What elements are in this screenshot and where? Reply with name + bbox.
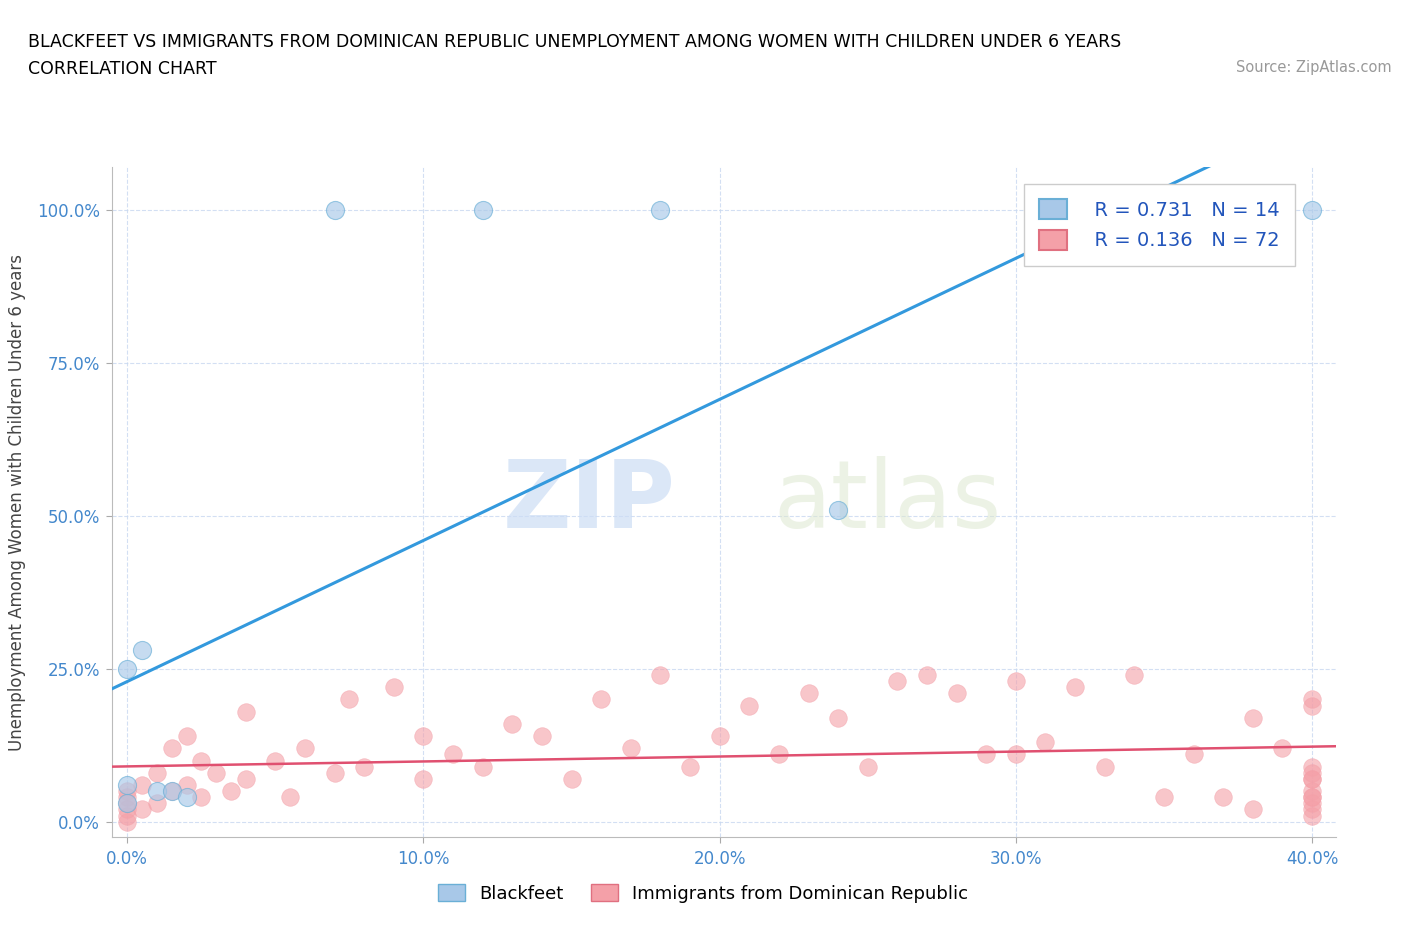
Point [1301,765,1323,780]
Point [1241,711,1264,725]
Point [1212,790,1234,804]
Point [146,796,169,811]
Point [1064,680,1087,695]
Point [117,777,139,792]
Point [323,203,346,218]
Point [1153,790,1175,804]
Point [264,753,287,768]
Point [160,784,183,799]
Point [561,772,583,787]
Y-axis label: Unemployment Among Women with Children Under 6 years: Unemployment Among Women with Children U… [8,254,25,751]
Point [945,685,967,700]
Point [738,698,761,713]
Point [915,668,938,683]
Text: CORRELATION CHART: CORRELATION CHART [28,60,217,78]
Legend:   R = 0.731   N = 14,   R = 0.136   N = 72: R = 0.731 N = 14, R = 0.136 N = 72 [1024,184,1295,266]
Point [176,777,198,792]
Point [471,759,494,774]
Point [768,747,790,762]
Point [160,741,183,756]
Point [412,772,434,787]
Point [117,661,139,676]
Point [339,692,361,707]
Point [131,777,153,792]
Point [1301,698,1323,713]
Text: BLACKFEET VS IMMIGRANTS FROM DOMINICAN REPUBLIC UNEMPLOYMENT AMONG WOMEN WITH CH: BLACKFEET VS IMMIGRANTS FROM DOMINICAN R… [28,33,1122,50]
Point [1004,747,1026,762]
Point [1301,796,1323,811]
Point [650,668,672,683]
Point [1241,203,1264,218]
Point [117,796,139,811]
Point [620,741,643,756]
Legend: Blackfeet, Immigrants from Dominican Republic: Blackfeet, Immigrants from Dominican Rep… [429,875,977,911]
Point [501,716,523,731]
Point [1301,759,1323,774]
Text: Source: ZipAtlas.com: Source: ZipAtlas.com [1236,60,1392,75]
Point [146,765,169,780]
Point [650,203,672,218]
Point [146,784,169,799]
Point [117,790,139,804]
Point [1301,790,1323,804]
Point [1301,772,1323,787]
Point [1301,772,1323,787]
Text: atlas: atlas [773,457,1001,548]
Point [219,784,242,799]
Point [1301,784,1323,799]
Point [591,692,613,707]
Point [1301,802,1323,817]
Point [471,203,494,218]
Point [235,704,257,719]
Point [827,502,849,517]
Point [190,753,212,768]
Point [160,784,183,799]
Point [797,685,820,700]
Point [117,808,139,823]
Point [1301,790,1323,804]
Point [323,765,346,780]
Point [176,790,198,804]
Point [1123,668,1146,683]
Point [205,765,228,780]
Point [679,759,702,774]
Point [1301,203,1323,218]
Point [235,772,257,787]
Point [709,729,731,744]
Point [278,790,301,804]
Point [886,673,908,688]
Point [1241,802,1264,817]
Point [1064,203,1087,218]
Point [117,802,139,817]
Point [382,680,405,695]
Point [117,796,139,811]
Text: ZIP: ZIP [502,457,675,548]
Point [117,815,139,830]
Point [412,729,434,744]
Point [190,790,212,804]
Point [1301,808,1323,823]
Point [131,802,153,817]
Point [1004,673,1026,688]
Point [530,729,553,744]
Point [856,759,879,774]
Point [294,741,316,756]
Point [176,729,198,744]
Point [1301,692,1323,707]
Point [827,711,849,725]
Point [441,747,464,762]
Point [1182,747,1205,762]
Point [131,643,153,658]
Point [1271,741,1294,756]
Point [353,759,375,774]
Point [974,747,997,762]
Point [117,784,139,799]
Point [1035,735,1057,750]
Point [1094,759,1116,774]
